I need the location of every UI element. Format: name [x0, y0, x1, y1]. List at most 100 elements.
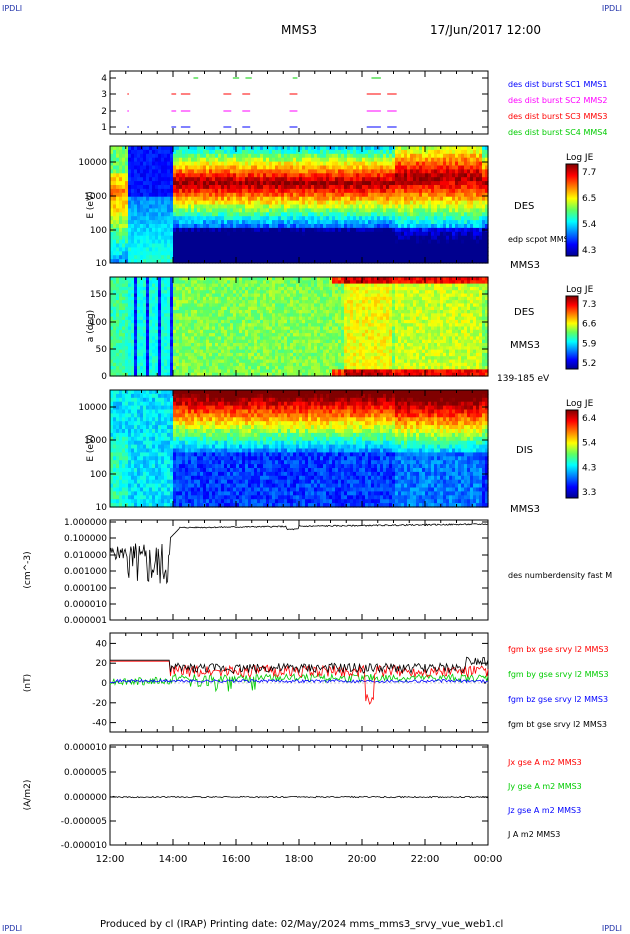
spectrogram-cell [224, 208, 228, 213]
spectrogram-cell [413, 161, 417, 167]
spectrogram-cell [125, 356, 129, 361]
spectrogram-cell [371, 188, 375, 194]
spectrogram-cell [200, 231, 204, 237]
spectrogram-cell [368, 239, 372, 245]
spectrogram-cell [416, 157, 420, 163]
spectrogram-cell [440, 177, 444, 182]
spectrogram-cell [410, 153, 414, 159]
spectrogram-cell [446, 224, 450, 229]
spectrogram-cell [383, 235, 387, 241]
spectrogram-cell [182, 165, 186, 170]
spectrogram-cell [227, 161, 231, 167]
spectrogram-cell [299, 146, 303, 151]
spectrogram-cell [179, 349, 183, 354]
spectrogram-cell [434, 192, 438, 198]
spectrogram-cell [461, 165, 465, 170]
spectrogram-cell [449, 185, 453, 190]
spectrogram-cell [143, 313, 147, 318]
spectrogram-cell [212, 177, 216, 182]
spectrogram-cell [461, 169, 465, 174]
spectrogram-cell [350, 192, 354, 198]
spectrogram-cell [173, 251, 177, 256]
spectrogram-cell [119, 200, 123, 206]
spectrogram-cell [473, 231, 477, 237]
spectrogram-cell [155, 192, 159, 198]
spectrogram-cell [140, 303, 144, 308]
spectrogram-cell [383, 181, 387, 186]
spectrogram-cell [425, 247, 429, 252]
spectrogram-cell [227, 259, 231, 264]
spectrogram-cell [185, 165, 189, 170]
spectrogram-cell [329, 161, 333, 167]
spectrogram-cell [410, 177, 414, 182]
spectrogram-cell [260, 204, 264, 209]
spectrogram-cell [188, 165, 192, 170]
spectrogram-cell [185, 310, 189, 314]
spectrogram-cell [137, 349, 141, 354]
spectrogram-cell [278, 165, 282, 170]
spectrogram-cell [131, 204, 135, 209]
spectrogram-cell [413, 243, 417, 248]
spectrogram-cell [395, 208, 399, 213]
spectrogram-cell [146, 243, 150, 248]
spectrogram-cell [305, 146, 309, 151]
spectrogram-cell [161, 303, 165, 308]
spectrogram-cell [353, 196, 357, 202]
spectrogram-cell [158, 326, 162, 331]
spectrogram-cell [149, 259, 153, 264]
spectrogram-cell [167, 333, 171, 337]
spectrogram-cell [341, 157, 345, 163]
spectrogram-cell [209, 200, 213, 206]
spectrogram-cell [152, 165, 156, 170]
spectrogram-cell [485, 243, 489, 248]
spectrogram-cell [155, 346, 159, 351]
spectrogram-cell [422, 231, 426, 237]
spectrogram-cell [143, 306, 147, 311]
spectrogram-cell [218, 181, 222, 186]
spectrogram-cell [218, 188, 222, 194]
spectrogram-cell [338, 173, 342, 178]
spectrogram-cell [296, 177, 300, 182]
spectrogram-cell [218, 157, 222, 163]
spectrogram-cell [311, 227, 315, 233]
spectrogram-cell [317, 157, 321, 163]
spectrogram-cell [131, 283, 135, 288]
spectrogram-cell [416, 161, 420, 167]
spectrogram-cell [143, 204, 147, 209]
spectrogram-cell [212, 243, 216, 248]
spectrogram-cell [236, 239, 240, 245]
spectrogram-cell [182, 212, 186, 217]
spectrogram-cell [425, 153, 429, 159]
spectrogram-cell [233, 247, 237, 252]
spectrogram-cell [467, 251, 471, 256]
spectrogram-cell [248, 208, 252, 213]
spectrogram-cell [143, 216, 147, 221]
spectrogram-cell [362, 259, 366, 264]
spectrogram-cell [215, 196, 219, 202]
spectrogram-cell [116, 204, 120, 209]
spectrogram-cell [161, 224, 165, 229]
spectrogram-cell [164, 277, 168, 281]
spectrogram-cell [137, 216, 141, 221]
spectrogram-cell [239, 243, 243, 248]
spectrogram-cell [383, 220, 387, 225]
spectrogram-cell [155, 188, 159, 194]
spectrogram-cell [122, 185, 126, 190]
spectrogram-cell [470, 216, 474, 221]
spectrogram-cell [278, 146, 282, 151]
spectrogram-cell [458, 192, 462, 198]
spectrogram-cell [152, 359, 156, 364]
spectrogram-cell [302, 224, 306, 229]
spectrogram-cell [191, 212, 195, 217]
spectrogram-cell [134, 349, 138, 354]
spectrogram-cell [401, 243, 405, 248]
spectrogram-cell [179, 196, 183, 202]
spectrogram-cell [191, 316, 195, 321]
spectrogram-cell [221, 212, 225, 217]
spectrogram-cell [110, 146, 114, 151]
spectrogram-cell [305, 251, 309, 256]
spectrogram-cell [128, 243, 132, 248]
spectrogram-cell [458, 165, 462, 170]
spectrogram-cell [296, 188, 300, 194]
spectrogram-cell [437, 235, 441, 241]
